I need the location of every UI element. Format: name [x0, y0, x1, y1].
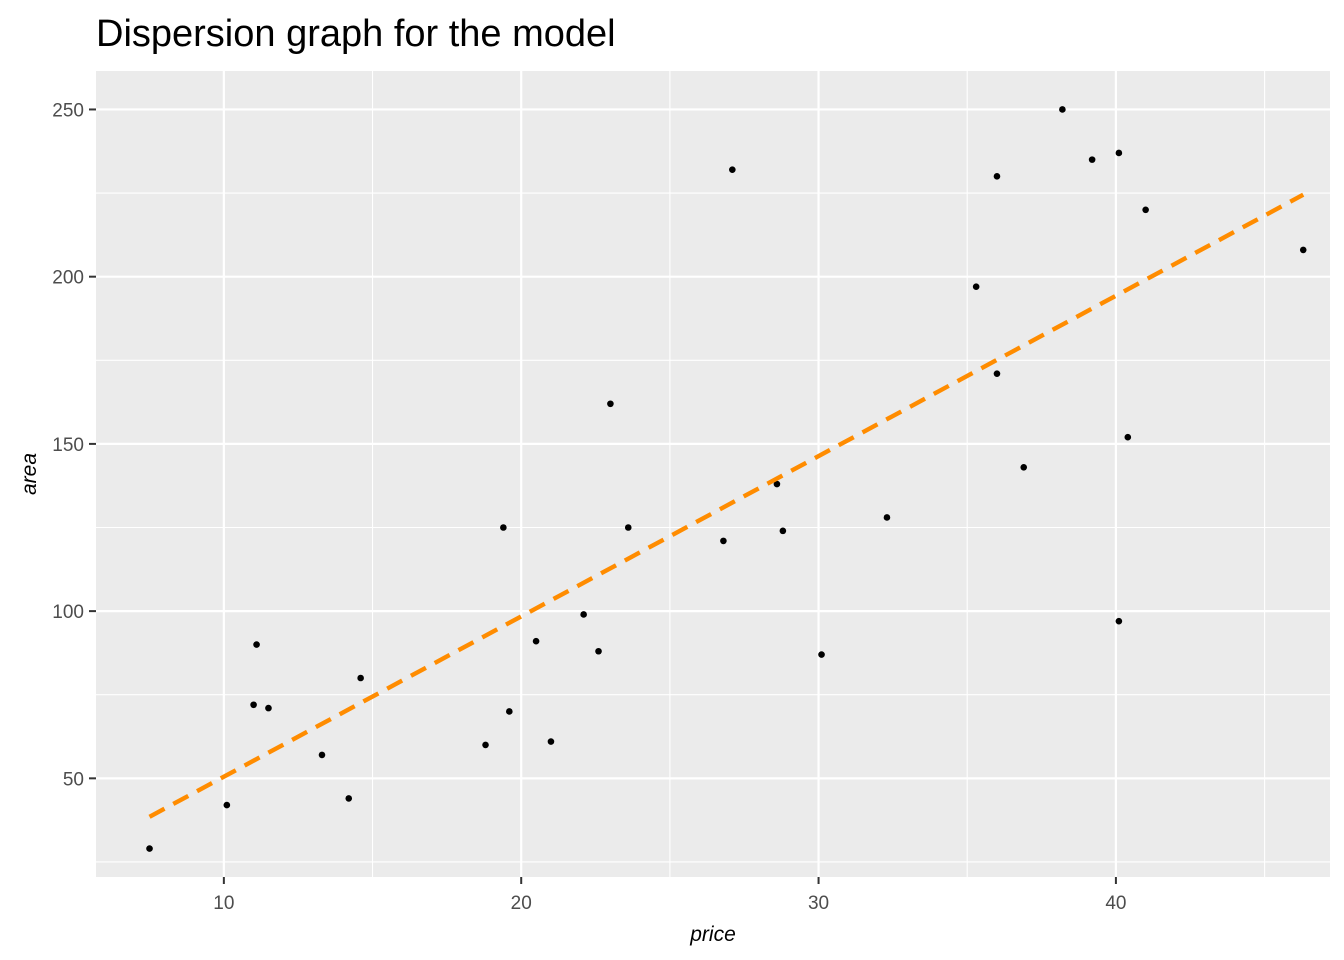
x-axis-label: price — [689, 923, 736, 946]
scatter-point — [253, 641, 260, 648]
scatter-point — [250, 701, 257, 709]
scatter-point — [223, 801, 231, 809]
scatter-point — [729, 166, 736, 173]
x-tick-label: 40 — [1105, 893, 1126, 914]
scatter-point — [624, 524, 632, 531]
x-tick-label: 10 — [213, 893, 234, 914]
trend-line-group — [148, 192, 1305, 819]
scatter-point — [1020, 464, 1028, 471]
scatter-point — [265, 704, 272, 712]
scatter-point — [1115, 617, 1123, 625]
data-points — [146, 106, 1307, 852]
x-tick-label: 30 — [808, 893, 829, 914]
scatter-point — [345, 795, 353, 802]
y-tick-label: 100 — [52, 602, 84, 623]
scatter-point — [1299, 246, 1307, 254]
y-tick-label: 250 — [52, 100, 84, 121]
scatter-point — [773, 480, 781, 488]
major-gridlines — [96, 71, 1330, 877]
scatter-point — [1142, 206, 1149, 214]
trend-line — [148, 192, 1305, 819]
plot-panel — [96, 71, 1330, 877]
scatter-point — [357, 674, 364, 682]
x-tick-labels: 10 20 30 40 — [213, 893, 1126, 914]
y-tick-label: 150 — [52, 435, 84, 456]
y-tick-label: 200 — [52, 268, 84, 289]
minor-gridlines — [96, 71, 1330, 877]
scatter-point — [482, 741, 489, 749]
scatter-point — [779, 527, 787, 535]
scatter-point — [607, 400, 614, 408]
scatter-point — [580, 611, 587, 618]
scatter-point — [318, 751, 326, 759]
scatter-point — [993, 370, 1001, 377]
scatter-point — [818, 651, 825, 658]
chart-title: Dispersion graph for the model — [96, 13, 616, 55]
scatter-point — [146, 845, 153, 852]
scatter-point — [720, 537, 727, 545]
y-tick-label: 50 — [63, 769, 84, 790]
scatter-point — [547, 738, 555, 745]
scatter-point — [595, 647, 602, 655]
scatter-point — [506, 708, 513, 715]
axis-ticks — [89, 108, 1117, 884]
scatter-point — [500, 524, 507, 531]
scatter-point — [993, 173, 1001, 180]
scatter-point — [883, 514, 891, 521]
scatter-point — [1124, 433, 1132, 441]
scatter-point — [1088, 156, 1096, 163]
y-tick-labels: 50 100 150 200 250 — [52, 100, 84, 790]
y-axis-label: area — [18, 453, 41, 495]
scatter-point — [532, 637, 540, 645]
scatter-point — [1059, 106, 1066, 113]
scatter-point — [972, 283, 980, 291]
scatter-point — [1115, 149, 1123, 157]
x-tick-label: 20 — [511, 893, 532, 914]
